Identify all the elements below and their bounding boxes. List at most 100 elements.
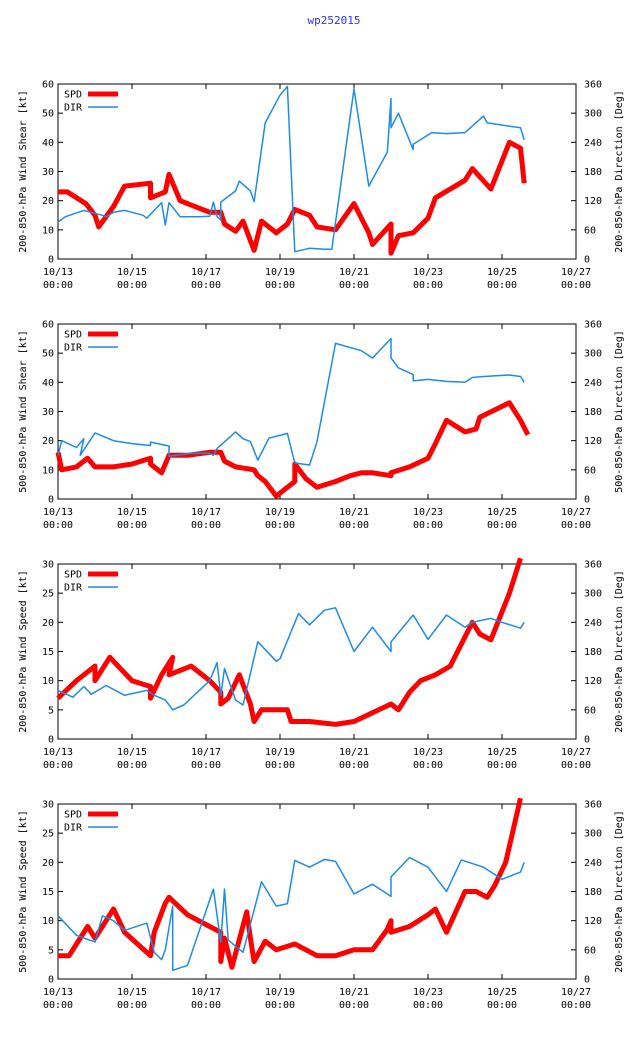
x-tick-date: 10/15 — [117, 507, 147, 518]
x-tick-time: 00:00 — [487, 760, 517, 771]
y2-tick-label: 120 — [584, 916, 602, 927]
x-tick-date: 10/25 — [487, 987, 517, 998]
legend-label: SPD — [64, 810, 82, 821]
x-tick-date: 10/23 — [413, 267, 443, 278]
y2-axis-label: 200-850-hPa Direction [Deg] — [614, 810, 625, 973]
y2-tick-label: 60 — [584, 705, 596, 716]
x-tick-date: 10/19 — [265, 747, 295, 758]
y2-axis-label: 200-850-hPa Direction [Deg] — [614, 570, 625, 733]
y2-tick-label: 120 — [584, 676, 602, 687]
x-tick-time: 00:00 — [339, 1000, 369, 1011]
y2-tick-label: 360 — [584, 80, 602, 91]
x-tick-time: 00:00 — [43, 520, 73, 531]
y-tick-label: 40 — [42, 378, 54, 389]
y-tick-label: 30 — [42, 407, 54, 418]
y2-tick-label: 300 — [584, 349, 602, 360]
x-tick-time: 00:00 — [43, 280, 73, 291]
y-tick-label: 60 — [42, 320, 54, 331]
y2-tick-label: 180 — [584, 887, 602, 898]
y2-tick-label: 0 — [584, 735, 590, 746]
x-tick-time: 00:00 — [339, 760, 369, 771]
y-axis-label: 500-850-hPa Wind Speed [kt] — [18, 810, 29, 973]
plot-frame-4 — [57, 803, 577, 980]
x-tick-time: 00:00 — [265, 1000, 295, 1011]
y2-tick-label: 300 — [584, 829, 602, 840]
y-tick-label: 0 — [48, 975, 54, 986]
y2-tick-label: 120 — [584, 196, 602, 207]
page-title: wp252015 — [308, 14, 361, 27]
x-tick-date: 10/17 — [191, 507, 221, 518]
y-tick-label: 20 — [42, 436, 54, 447]
x-tick-time: 00:00 — [413, 760, 443, 771]
y-axis-label: 200-850-hPa Wind Speed [kt] — [18, 570, 29, 733]
y2-tick-label: 0 — [584, 495, 590, 506]
x-tick-date: 10/17 — [191, 747, 221, 758]
y2-tick-label: 240 — [584, 138, 602, 149]
legend-label: SPD — [64, 330, 82, 341]
y2-tick-label: 360 — [584, 800, 602, 811]
spd-series-line — [56, 557, 523, 727]
legend-label: SPD — [64, 90, 82, 101]
y-tick-label: 30 — [42, 167, 54, 178]
x-tick-date: 10/13 — [43, 747, 73, 758]
x-tick-time: 00:00 — [487, 280, 517, 291]
x-tick-date: 10/23 — [413, 987, 443, 998]
x-tick-time: 00:00 — [265, 520, 295, 531]
y-tick-label: 0 — [48, 735, 54, 746]
y2-tick-label: 240 — [584, 858, 602, 869]
x-tick-date: 10/15 — [117, 987, 147, 998]
y2-tick-label: 300 — [584, 589, 602, 600]
y-tick-label: 30 — [42, 560, 54, 571]
x-tick-time: 00:00 — [43, 1000, 73, 1011]
x-tick-time: 00:00 — [487, 1000, 517, 1011]
y-tick-label: 40 — [42, 138, 54, 149]
y-tick-label: 10 — [42, 225, 54, 236]
x-tick-time: 00:00 — [117, 280, 147, 291]
y-tick-label: 30 — [42, 800, 54, 811]
y2-tick-label: 360 — [584, 560, 602, 571]
legend-label: DIR — [64, 103, 83, 114]
x-tick-time: 00:00 — [191, 1000, 221, 1011]
x-tick-time: 00:00 — [561, 280, 591, 291]
x-tick-time: 00:00 — [117, 760, 147, 771]
y-tick-label: 60 — [42, 80, 54, 91]
plot-frame-3 — [57, 563, 577, 740]
x-tick-date: 10/17 — [191, 267, 221, 278]
x-tick-date: 10/21 — [339, 747, 369, 758]
y2-tick-label: 60 — [584, 225, 596, 236]
x-tick-time: 00:00 — [191, 280, 221, 291]
x-tick-date: 10/23 — [413, 747, 443, 758]
x-tick-time: 00:00 — [339, 520, 369, 531]
y-tick-label: 20 — [42, 196, 54, 207]
y2-tick-label: 0 — [584, 975, 590, 986]
y-tick-label: 5 — [48, 945, 54, 956]
legend-label: DIR — [64, 583, 83, 594]
x-tick-time: 00:00 — [561, 1000, 591, 1011]
y-tick-label: 0 — [48, 255, 54, 266]
y-axis-label: 200-850-hPa Wind Shear [kt] — [18, 90, 29, 253]
x-tick-date: 10/25 — [487, 747, 517, 758]
x-tick-time: 00:00 — [561, 520, 591, 531]
x-tick-date: 10/27 — [561, 747, 591, 758]
y2-tick-label: 240 — [584, 618, 602, 629]
y2-tick-label: 360 — [584, 320, 602, 331]
y-tick-label: 50 — [42, 349, 54, 360]
y2-axis-label: 500-850-hPa Direction [Deg] — [614, 330, 625, 493]
x-tick-date: 10/15 — [117, 267, 147, 278]
y-tick-label: 25 — [42, 829, 54, 840]
x-tick-date: 10/13 — [43, 507, 73, 518]
y2-tick-label: 300 — [584, 109, 602, 120]
x-tick-time: 00:00 — [561, 760, 591, 771]
plot-frame-2 — [57, 323, 577, 500]
x-tick-time: 00:00 — [413, 280, 443, 291]
y-tick-label: 10 — [42, 465, 54, 476]
y-tick-label: 5 — [48, 705, 54, 716]
x-tick-date: 10/19 — [265, 507, 295, 518]
y-tick-label: 25 — [42, 589, 54, 600]
x-tick-time: 00:00 — [191, 760, 221, 771]
x-tick-date: 10/13 — [43, 987, 73, 998]
spd-series-line — [55, 400, 531, 499]
dir-series-line — [57, 856, 525, 972]
spd-series-line — [58, 139, 527, 256]
x-tick-time: 00:00 — [117, 1000, 147, 1011]
